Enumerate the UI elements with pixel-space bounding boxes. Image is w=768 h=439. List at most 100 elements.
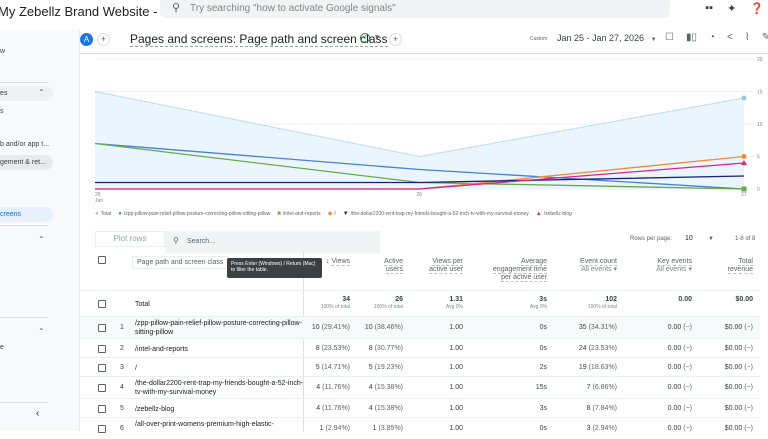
sidebar-item[interactable]: s [0,108,4,115]
column-header[interactable]: Event count All events ▾ [580,258,617,273]
legend-item[interactable]: ●/zpp-pillow-pain-relief-pillow-posture-… [118,211,270,217]
column-header[interactable]: Average engagement time per active user [492,258,547,282]
plot-rows-button[interactable]: Plot rows [95,231,165,247]
table-search[interactable]: ⚲ Search... [165,231,380,253]
row-checkbox[interactable] [98,425,106,433]
metric-cell: $0.00 (−) [724,324,753,331]
custom-label: Custom [530,36,548,42]
page-path-link[interactable]: / [135,364,137,372]
page-path-link[interactable]: /all-over-print-womens-premium-high-elas… [135,421,274,428]
page-path-link[interactable]: /zebellz-blog [135,405,175,413]
metric-cell: 4 (15.38%) [368,404,403,412]
sidebar-item-engagement[interactable]: gement & ret... [0,155,53,170]
breadcrumb[interactable]: Zebellz Brand > Zebellz Brand Website [0,0,104,2]
dimension-header[interactable]: Page path and screen class [132,256,229,269]
page-path-link[interactable]: /zpp-pillow-pain-relief-pillow-posture-c… [135,320,302,336]
caret-down-icon[interactable]: ▾ [375,32,380,42]
column-header[interactable]: Views per active user [429,258,463,274]
item-label: gement & ret... [0,159,46,166]
insights-icon[interactable]: ◔ [708,32,716,43]
metric-cell: 0s [539,344,547,352]
sidebar-section[interactable]: es [0,86,53,101]
rows-per-page-select[interactable]: 10 [685,235,693,242]
x-sublabel: Jan [95,198,103,204]
row-number: 2 [120,344,124,352]
column-header[interactable]: Active users [383,258,403,274]
legend-item[interactable]: ▲/zebellz-blog [536,211,572,217]
row-checkbox[interactable] [98,384,106,392]
column-header[interactable]: Key events All events ▾ [656,258,692,273]
add-filter-icon[interactable]: + [389,33,402,46]
help-icon[interactable]: ❓ [750,3,764,15]
select-all-checkbox[interactable] [98,256,106,264]
page-path-link[interactable]: /the-dollar2200-rent-trap-my-friends-bou… [135,380,304,396]
page-path-link[interactable]: /intel-and-reports [135,345,188,353]
report-title[interactable]: Pages and screens: Page path and screen … [130,32,388,47]
chart-legend: ● Total ●/zpp-pillow-pain-relief-pillow-po… [95,210,572,218]
date-range: Jan 25 - Jan 27, 2026 [557,33,645,43]
sidebar-item[interactable]: w [0,48,6,55]
table-row[interactable]: 4 /the-dollar2200-rent-trap-my-friends-b… [80,376,760,398]
legend-item[interactable]: ● Total [95,211,111,217]
share-icon[interactable]: < [727,32,733,43]
metric-cell: 1.00 [449,363,463,371]
total-value: 34 100% of total [320,296,350,310]
table-row[interactable]: 3 / 5 (14.71%) 5 (19.23%) 1.00 2s 19 (18.63%)… [80,357,760,376]
caret-down-icon: ▼ [650,37,657,43]
legend-item[interactable]: ■/intel-and-reports [277,211,320,217]
metric-cell: 4 (15.38%) [368,384,403,391]
metric-cell: 19 (18.63%) [578,363,617,371]
table-row[interactable]: 6 /all-over-print-womens-premium-high-el… [80,417,760,439]
chevron-up-icon[interactable]: ⌃ [38,235,45,244]
search-icon: ⚲ [173,236,179,245]
global-search[interactable]: ⚲ Try searching "how to activate Google … [160,0,670,18]
metric-cell: 0.00 (−) [667,384,692,391]
caret-down-icon[interactable]: ▼ [708,236,714,242]
chevron-up-icon[interactable]: ⌃ [38,88,45,97]
divider [0,225,48,226]
compare-icon[interactable]: ▮▯ [685,32,697,43]
sidebar-item-pages-screens[interactable]: creens [0,207,53,222]
trend-icon[interactable]: ⌇ [744,32,750,43]
metric-cell: 8 (30.77%) [368,344,403,352]
total-label: Total [135,301,150,308]
table-row[interactable]: 1 /zpp-pillow-pain-relief-pillow-posture… [80,316,760,338]
chevron-up-icon[interactable]: ⌃ [38,327,45,336]
row-checkbox[interactable] [98,404,106,413]
data-table: Plot rows ⚲ Search... Rows per page: 10 … [80,226,768,433]
column-header[interactable]: ↓ Views [326,258,350,266]
row-checkbox[interactable] [98,363,106,372]
apps-icon[interactable]: ▪▪ [705,2,714,14]
legend-item[interactable]: ◆ / [328,210,336,217]
row-number: 4 [120,384,124,391]
row-checkbox[interactable] [98,324,106,332]
metric-cell: 8 (23.53%) [315,344,350,352]
row-number: 1 [120,324,124,331]
legend-item[interactable]: ▼/the-dollar2200-rent-trap-my-friends-bo… [343,211,529,217]
sparkle-icon[interactable]: ✦ [727,3,737,15]
row-checkbox[interactable] [98,344,106,353]
column-header[interactable]: Total revenue [727,258,753,274]
date-range-picker[interactable]: Jan 25 - Jan 27, 2026 ▼ [557,33,657,43]
table-row[interactable]: 2 /intel-and-reports 8 (23.53%) 8 (30.77%)… [80,338,760,357]
legend-marker-icon: ■ [277,210,281,217]
collapse-sidebar-icon[interactable]: ‹ [36,408,40,419]
metric-cell: $0.00 (−) [724,425,753,432]
note-icon[interactable]: ☐ [665,32,674,43]
sidebar-item[interactable]: b and/or app t... [0,141,50,148]
metric-cell: 0.00 (−) [667,404,692,412]
metric-cell: 1.00 [449,425,463,432]
y-tick-label: 5 [757,155,760,161]
sidebar-item[interactable]: e [0,344,4,351]
legend-label: /intel-and-reports [282,210,321,217]
table-row[interactable]: 5 /zebellz-blog 4 (11.76%) 4 (15.38%) 1.00 3… [80,398,760,417]
comparison-avatar[interactable]: A [80,33,93,46]
legend-marker-icon: ▼ [342,210,349,217]
add-comparison-icon[interactable]: + [97,33,110,46]
legend-label: /the-dollar2200-rent-trap-my-friends-bou… [350,210,529,217]
property-selector[interactable]: My Zebellz Brand Website - ...▼ [0,4,186,19]
edit-icon[interactable]: ✎ [761,32,768,43]
row-checkbox[interactable] [98,300,106,308]
divider [0,82,48,83]
metric-cell: 1 (3.85%) [372,425,403,432]
